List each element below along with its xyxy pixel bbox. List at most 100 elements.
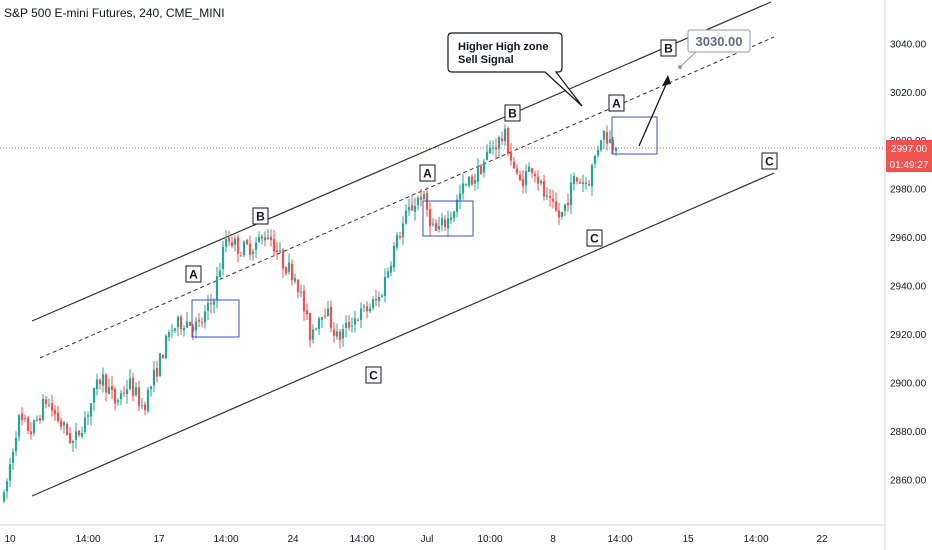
wave-label-text: A bbox=[612, 97, 621, 111]
wave-label-text: C bbox=[369, 369, 378, 383]
candle-body bbox=[431, 223, 435, 225]
consolidation-box-3[interactable] bbox=[611, 116, 658, 155]
candle-body bbox=[152, 369, 156, 386]
candle-body bbox=[170, 330, 174, 332]
callout-line-2: Sell Signal bbox=[458, 54, 514, 66]
candle-body bbox=[443, 219, 447, 227]
wave-label-c-target[interactable]: C bbox=[761, 152, 778, 170]
candle-body bbox=[326, 308, 330, 317]
candle-body bbox=[401, 223, 405, 238]
candle-body bbox=[557, 210, 561, 218]
candle-body bbox=[95, 379, 99, 389]
candle-body bbox=[320, 317, 324, 320]
wave-label-c-1[interactable]: C bbox=[365, 366, 382, 384]
candle-body bbox=[179, 316, 183, 330]
candle-body bbox=[83, 417, 87, 433]
candle-body bbox=[587, 183, 591, 186]
wave-label-a-3[interactable]: A bbox=[608, 94, 625, 112]
candle-body bbox=[491, 147, 495, 149]
time-tick-label: 24 bbox=[287, 534, 299, 545]
candle-body bbox=[29, 431, 33, 435]
candle-body bbox=[185, 321, 189, 328]
time-tick-label: 14:00 bbox=[349, 534, 374, 545]
candle-body bbox=[380, 295, 384, 297]
candle-body bbox=[578, 181, 582, 184]
wave-label-b-2[interactable]: B bbox=[504, 104, 521, 122]
candle-body bbox=[500, 138, 504, 141]
candle-body bbox=[533, 174, 537, 177]
channel-upper-line[interactable] bbox=[31, 1, 772, 322]
candle-body bbox=[527, 166, 531, 173]
candle-body bbox=[413, 206, 417, 212]
wave-label-b-target[interactable]: B bbox=[660, 39, 677, 57]
candle-body bbox=[119, 393, 123, 399]
candle-body bbox=[5, 481, 9, 492]
candle-body bbox=[146, 389, 150, 412]
wave-label-a-2[interactable]: A bbox=[419, 164, 436, 182]
candle-body bbox=[188, 321, 192, 326]
candle-body bbox=[299, 291, 303, 293]
channel-lower-line[interactable] bbox=[31, 172, 775, 497]
candle-body bbox=[245, 240, 249, 245]
candle-body bbox=[254, 242, 258, 251]
candle-body bbox=[359, 308, 363, 320]
candle-body bbox=[554, 201, 558, 211]
wave-label-text: B bbox=[508, 107, 517, 121]
candle-body bbox=[485, 151, 489, 161]
candle-body bbox=[98, 380, 102, 385]
candle-body bbox=[14, 437, 18, 452]
candle-body bbox=[368, 308, 372, 312]
candlestick-series bbox=[2, 124, 618, 504]
candle-body bbox=[155, 368, 159, 377]
candle-body bbox=[200, 322, 204, 324]
countdown-text: 01:49:27 bbox=[890, 160, 929, 171]
trend-channel[interactable] bbox=[31, 1, 775, 497]
candle-body bbox=[284, 266, 288, 274]
time-tick-label: 10 bbox=[4, 534, 16, 545]
candle-body bbox=[107, 387, 111, 394]
target-arrow[interactable] bbox=[638, 75, 671, 147]
last-price-text: 2997.00 bbox=[891, 144, 928, 155]
time-tick-label: Jul bbox=[421, 534, 434, 545]
price-tick-label: 2980.00 bbox=[890, 185, 927, 196]
target-price-callout[interactable]: 3030.00 bbox=[678, 29, 751, 69]
candle-body bbox=[131, 377, 135, 396]
candle-body bbox=[32, 420, 36, 434]
candle-body bbox=[497, 137, 501, 149]
candle-body bbox=[218, 270, 222, 278]
candle-body bbox=[473, 179, 477, 184]
candle-body bbox=[608, 139, 612, 144]
callout-line-1: Higher High zone bbox=[458, 41, 548, 53]
candle-body bbox=[251, 251, 255, 254]
wave-label-b-1[interactable]: B bbox=[252, 207, 269, 225]
candle-body bbox=[278, 250, 282, 252]
candle-body bbox=[23, 418, 27, 420]
candle-body bbox=[611, 140, 615, 151]
last-price-tag: 2997.00 bbox=[886, 140, 932, 156]
wave-label-c-2[interactable]: C bbox=[586, 229, 603, 247]
candle-body bbox=[593, 155, 597, 164]
consolidation-box-2[interactable] bbox=[422, 200, 474, 237]
channel-middle-dashed-line[interactable] bbox=[39, 36, 775, 359]
price-scale-panel[interactable] bbox=[885, 0, 932, 550]
time-tick-label: 10:00 bbox=[477, 534, 502, 545]
candle-body bbox=[596, 149, 600, 156]
candle-body bbox=[374, 298, 378, 301]
sell-signal-callout[interactable]: Higher High zone Sell Signal bbox=[447, 32, 583, 107]
price-tick-label: 2940.00 bbox=[890, 282, 927, 293]
candle-body bbox=[614, 148, 618, 152]
candle-body bbox=[38, 418, 42, 421]
candle-body bbox=[536, 177, 540, 184]
candle-body bbox=[161, 354, 165, 359]
candle-body bbox=[362, 306, 366, 308]
time-axis: 10 14:00 17 14:00 24 14:00 Jul 10:00 8 14:00 15 14:… bbox=[4, 534, 828, 545]
consolidation-box-1[interactable] bbox=[191, 299, 240, 338]
wave-label-a-1[interactable]: A bbox=[185, 265, 202, 283]
candle-body bbox=[479, 165, 483, 175]
candle-body bbox=[290, 263, 294, 281]
candle-body bbox=[173, 328, 177, 331]
candle-body bbox=[599, 140, 603, 151]
candle-body bbox=[338, 331, 342, 340]
candle-body bbox=[548, 196, 552, 198]
